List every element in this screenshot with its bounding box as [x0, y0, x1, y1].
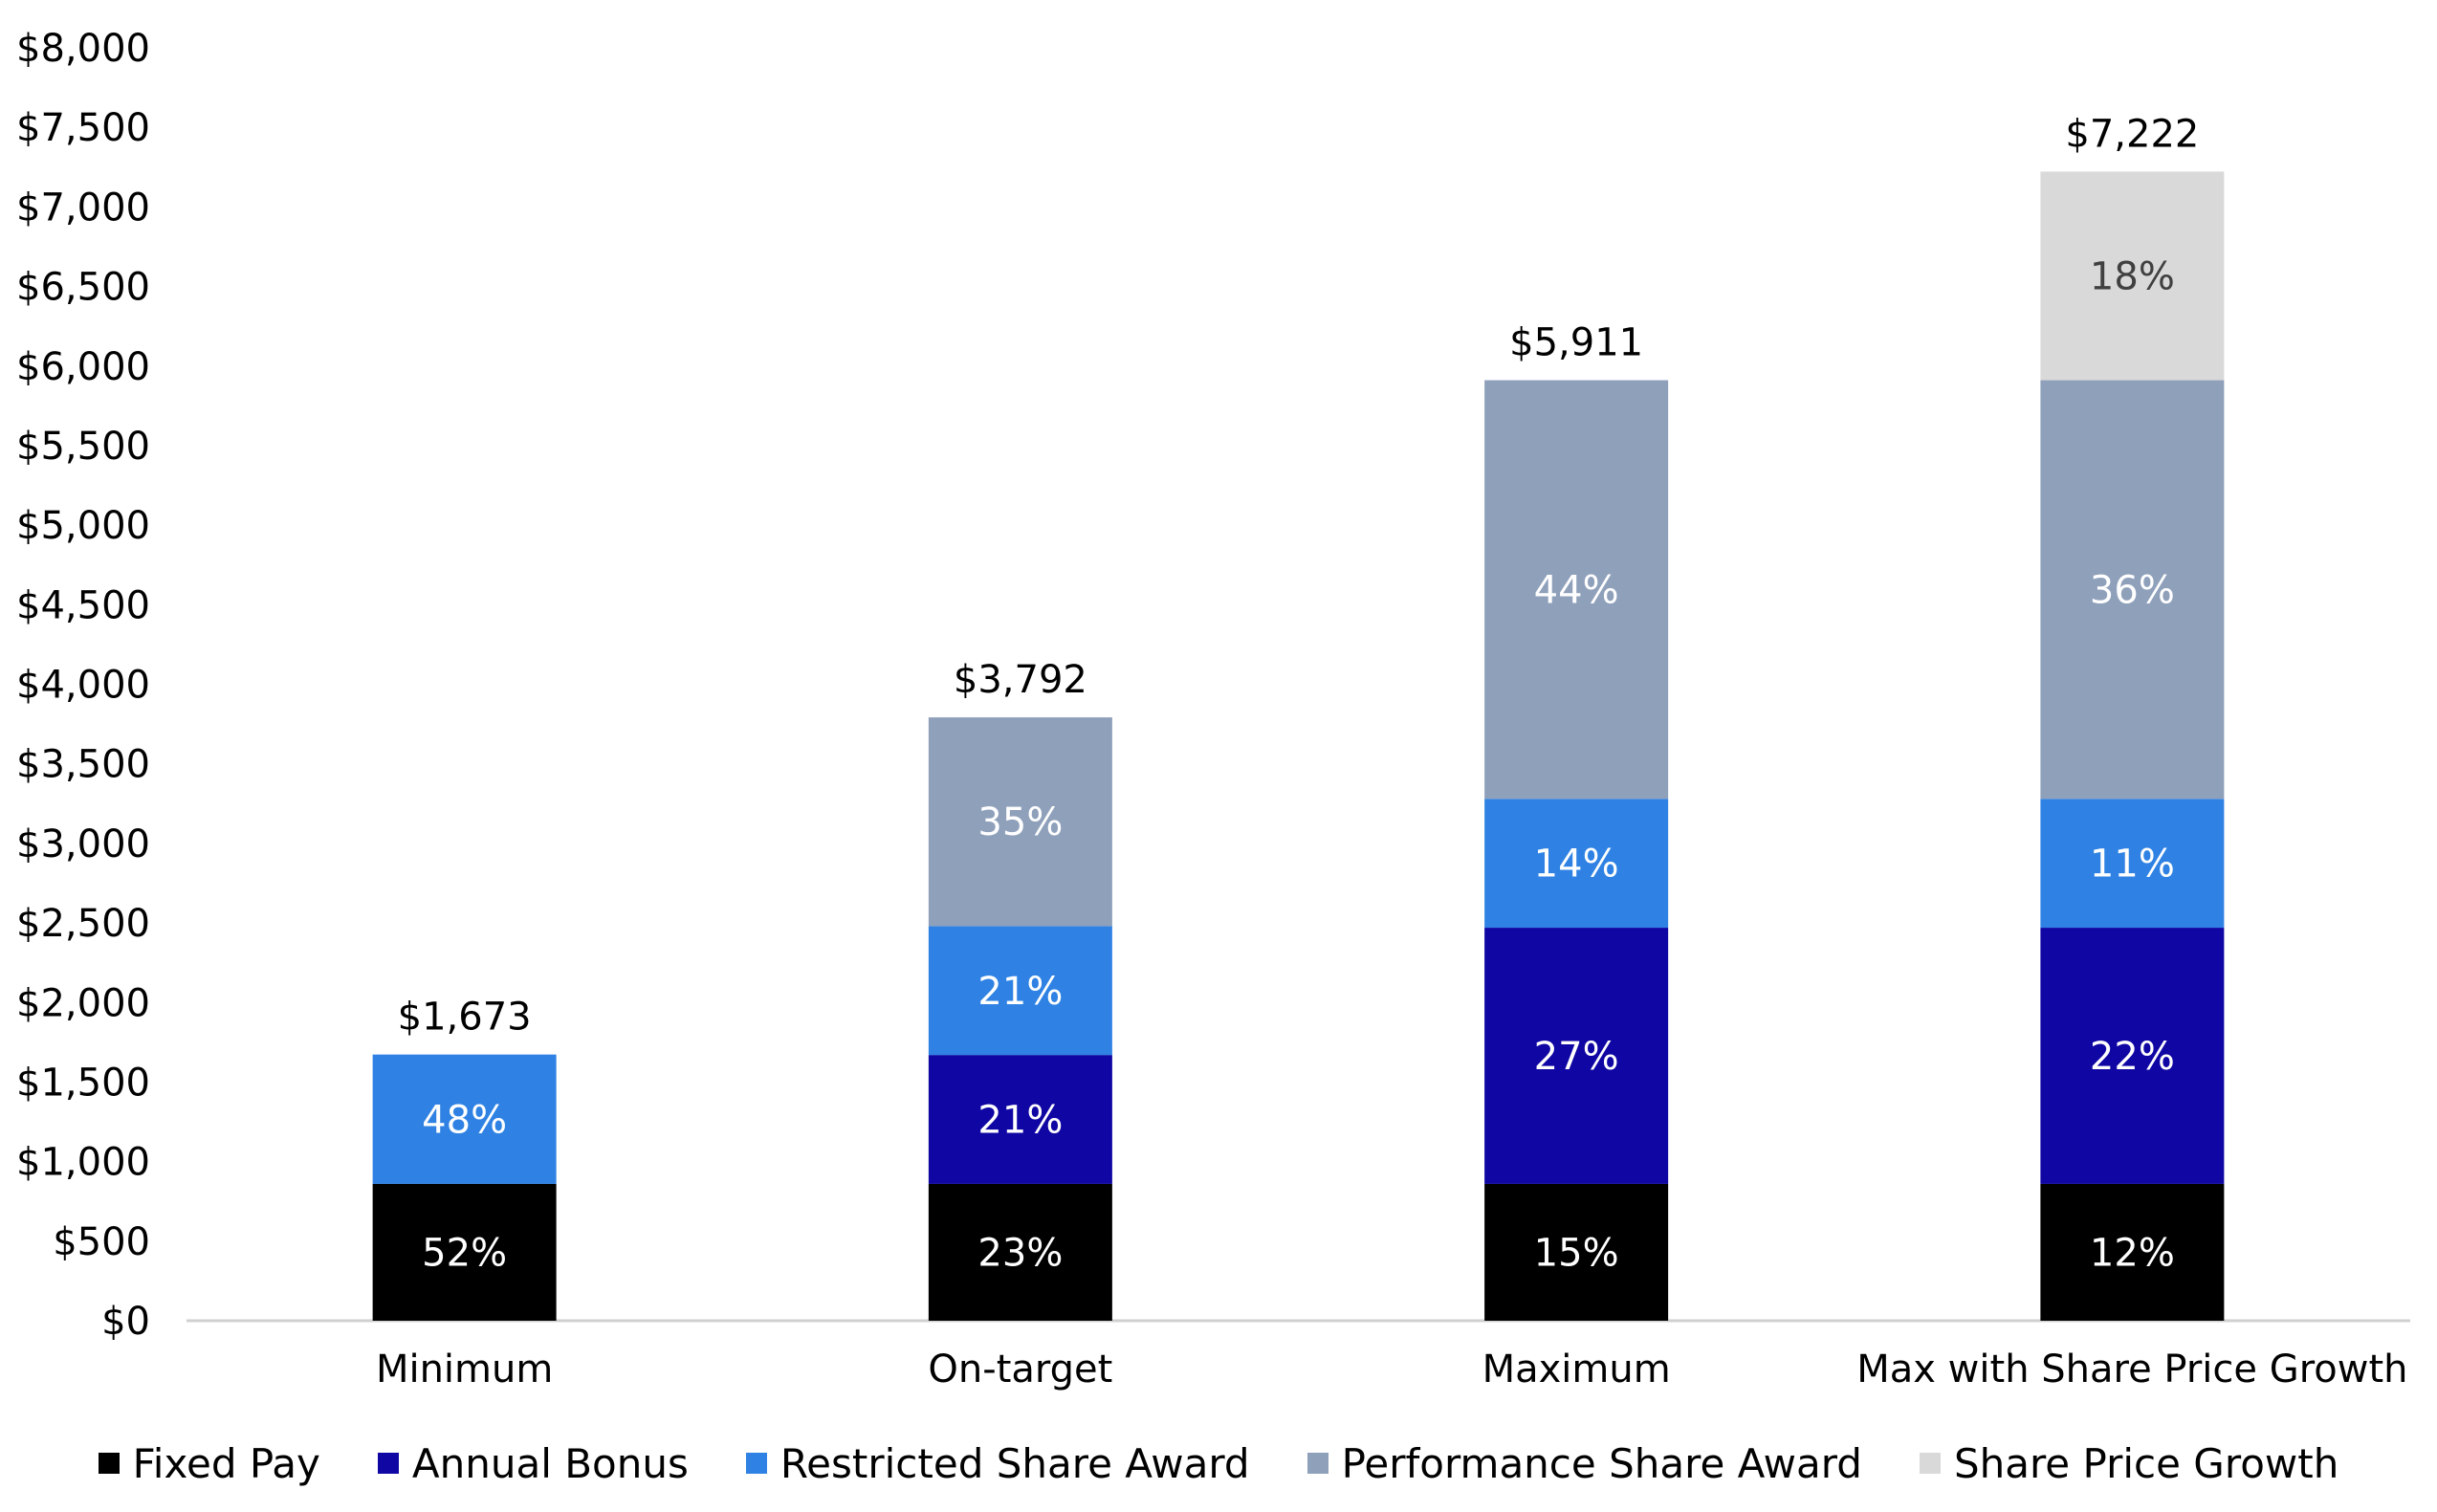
segment-percent-label: 12%: [2090, 1231, 2175, 1275]
x-category-label: Max with Share Price Growth: [1856, 1348, 2407, 1391]
legend-label: Performance Share Award: [1341, 1439, 1862, 1487]
y-tick-label: $7,500: [16, 106, 150, 150]
legend-label: Annual Bonus: [411, 1439, 689, 1487]
legend-label: Restricted Share Award: [779, 1439, 1250, 1487]
legend-swatch: [745, 1453, 767, 1474]
y-tick-label: $3,000: [16, 822, 150, 866]
bar-segment: [1484, 1183, 1669, 1321]
bar-segment: [2040, 799, 2225, 929]
segment-percent-label: 27%: [1534, 1035, 1619, 1079]
segment-percent-label: 21%: [977, 1099, 1063, 1143]
bar-segment: [372, 1183, 557, 1321]
y-tick-label: $0: [101, 1300, 150, 1344]
y-tick-label: $3,500: [16, 743, 150, 787]
legend-label: Fixed Pay: [132, 1439, 320, 1487]
segment-percent-label: 18%: [2090, 254, 2175, 298]
segment-percent-label: 21%: [977, 970, 1063, 1014]
segment-percent-label: 36%: [2090, 568, 2175, 612]
bar-segment: [1484, 799, 1669, 929]
x-category-label: Minimum: [376, 1348, 553, 1391]
bar-total-label: $5,911: [1509, 321, 1643, 365]
bar-segment: [928, 1055, 1112, 1184]
y-tick-label: $5,500: [16, 425, 150, 469]
bar-segment: [928, 926, 1112, 1056]
y-tick-label: $1,000: [16, 1141, 150, 1185]
y-tick-label: $1,500: [16, 1061, 150, 1105]
bar-total-label: $1,673: [398, 996, 532, 1040]
bar-total-label: $3,792: [954, 658, 1087, 702]
segment-percent-label: 23%: [977, 1231, 1063, 1275]
chart-legend: Fixed Pay Annual Bonus Restricted Share Aw…: [0, 1430, 2437, 1497]
segment-percent-label: 52%: [422, 1231, 507, 1275]
y-tick-label: $2,000: [16, 981, 150, 1025]
y-tick-label: $2,500: [16, 902, 150, 946]
y-tick-label: $6,500: [16, 266, 150, 310]
legend-item: Share Price Growth: [1919, 1439, 2339, 1487]
legend-swatch: [1919, 1453, 1941, 1474]
legend-item: Restricted Share Award: [745, 1439, 1250, 1487]
legend-item: Annual Bonus: [377, 1439, 689, 1487]
x-category-label: Maximum: [1482, 1348, 1671, 1391]
bar-segment: [928, 717, 1112, 927]
segment-percent-label: 35%: [977, 800, 1063, 844]
bar-segment: [2040, 380, 2225, 800]
legend-swatch: [1306, 1453, 1328, 1474]
legend-swatch: [377, 1453, 399, 1474]
y-tick-label: $4,000: [16, 664, 150, 708]
legend-item: Fixed Pay: [98, 1439, 320, 1487]
bar-segment: [2040, 1183, 2225, 1321]
y-tick-label: $8,000: [16, 27, 150, 71]
y-tick-label: $7,000: [16, 186, 150, 230]
segment-percent-label: 15%: [1534, 1231, 1619, 1275]
segment-percent-label: 48%: [422, 1098, 507, 1142]
legend-label: Share Price Growth: [1953, 1439, 2339, 1487]
bar-segment: [1484, 380, 1669, 800]
bar-segment: [1484, 928, 1669, 1184]
bar-segment: [2040, 171, 2225, 381]
segment-percent-label: 22%: [2090, 1035, 2175, 1079]
segment-percent-label: 44%: [1534, 568, 1619, 612]
segment-percent-label: 14%: [1534, 843, 1619, 887]
bar-segment: [372, 1054, 557, 1184]
y-tick-label: $500: [53, 1220, 150, 1264]
y-tick-label: $5,000: [16, 504, 150, 548]
y-tick-label: $4,500: [16, 583, 150, 627]
bar-segment: [2040, 928, 2225, 1184]
segment-percent-label: 11%: [2090, 843, 2175, 887]
y-tick-label: $6,000: [16, 345, 150, 389]
x-category-label: On-target: [928, 1348, 1112, 1391]
bar-total-label: $7,222: [2065, 112, 2199, 156]
legend-item: Performance Share Award: [1306, 1439, 1862, 1487]
bar-segment: [928, 1183, 1112, 1321]
legend-swatch: [98, 1453, 120, 1474]
